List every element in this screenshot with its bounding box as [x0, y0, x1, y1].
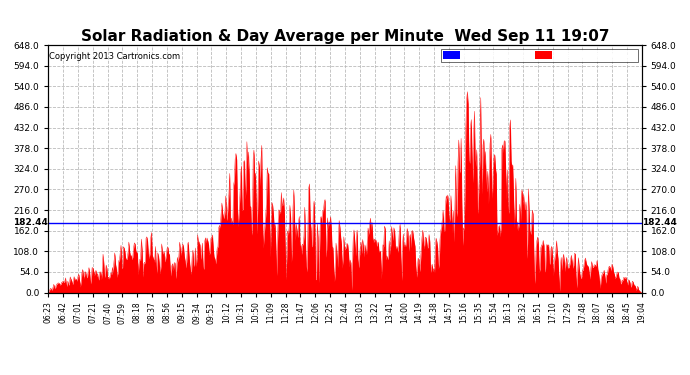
- Text: Copyright 2013 Cartronics.com: Copyright 2013 Cartronics.com: [49, 53, 180, 62]
- Title: Solar Radiation & Day Average per Minute  Wed Sep 11 19:07: Solar Radiation & Day Average per Minute…: [81, 29, 609, 44]
- Legend: Median (w/m2), Radiation (w/m2): Median (w/m2), Radiation (w/m2): [442, 49, 638, 62]
- Text: 182.44: 182.44: [642, 218, 677, 227]
- Text: 182.44: 182.44: [13, 218, 48, 227]
